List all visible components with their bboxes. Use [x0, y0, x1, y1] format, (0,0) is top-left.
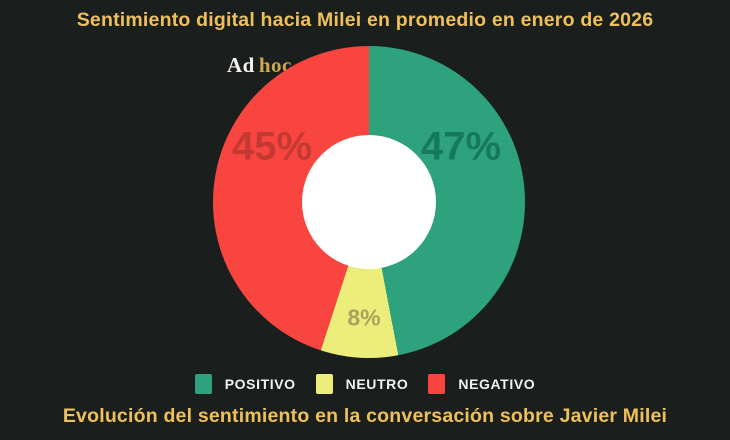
legend-label-negativo: NEGATIVO: [458, 376, 536, 392]
legend-item-negativo: NEGATIVO: [428, 374, 535, 394]
slice-label-neutro: 8%: [347, 304, 381, 331]
legend-swatch-negativo: [428, 374, 446, 394]
legend-label-neutro: NEUTRO: [345, 376, 409, 392]
legend: POSITIVO NEUTRO NEGATIVO: [0, 374, 730, 394]
adhoc-logo: Ad hoc: [227, 53, 292, 78]
legend-swatch-neutro: [315, 374, 333, 394]
legend-item-neutro: NEUTRO: [315, 374, 409, 394]
legend-swatch-positivo: [194, 374, 212, 394]
adhoc-logo-ad: Ad: [227, 53, 255, 77]
donut-hole: [302, 135, 436, 269]
legend-item-positivo: POSITIVO: [194, 374, 296, 394]
footer-title: Evolución del sentimiento en la conversa…: [62, 405, 668, 427]
slice-label-negativo: 45%: [231, 124, 313, 169]
slice-label-positivo: 47%: [420, 124, 502, 169]
chart-title: Sentimiento digital hacia Milei en prome…: [76, 9, 654, 31]
legend-label-positivo: POSITIVO: [224, 376, 296, 392]
